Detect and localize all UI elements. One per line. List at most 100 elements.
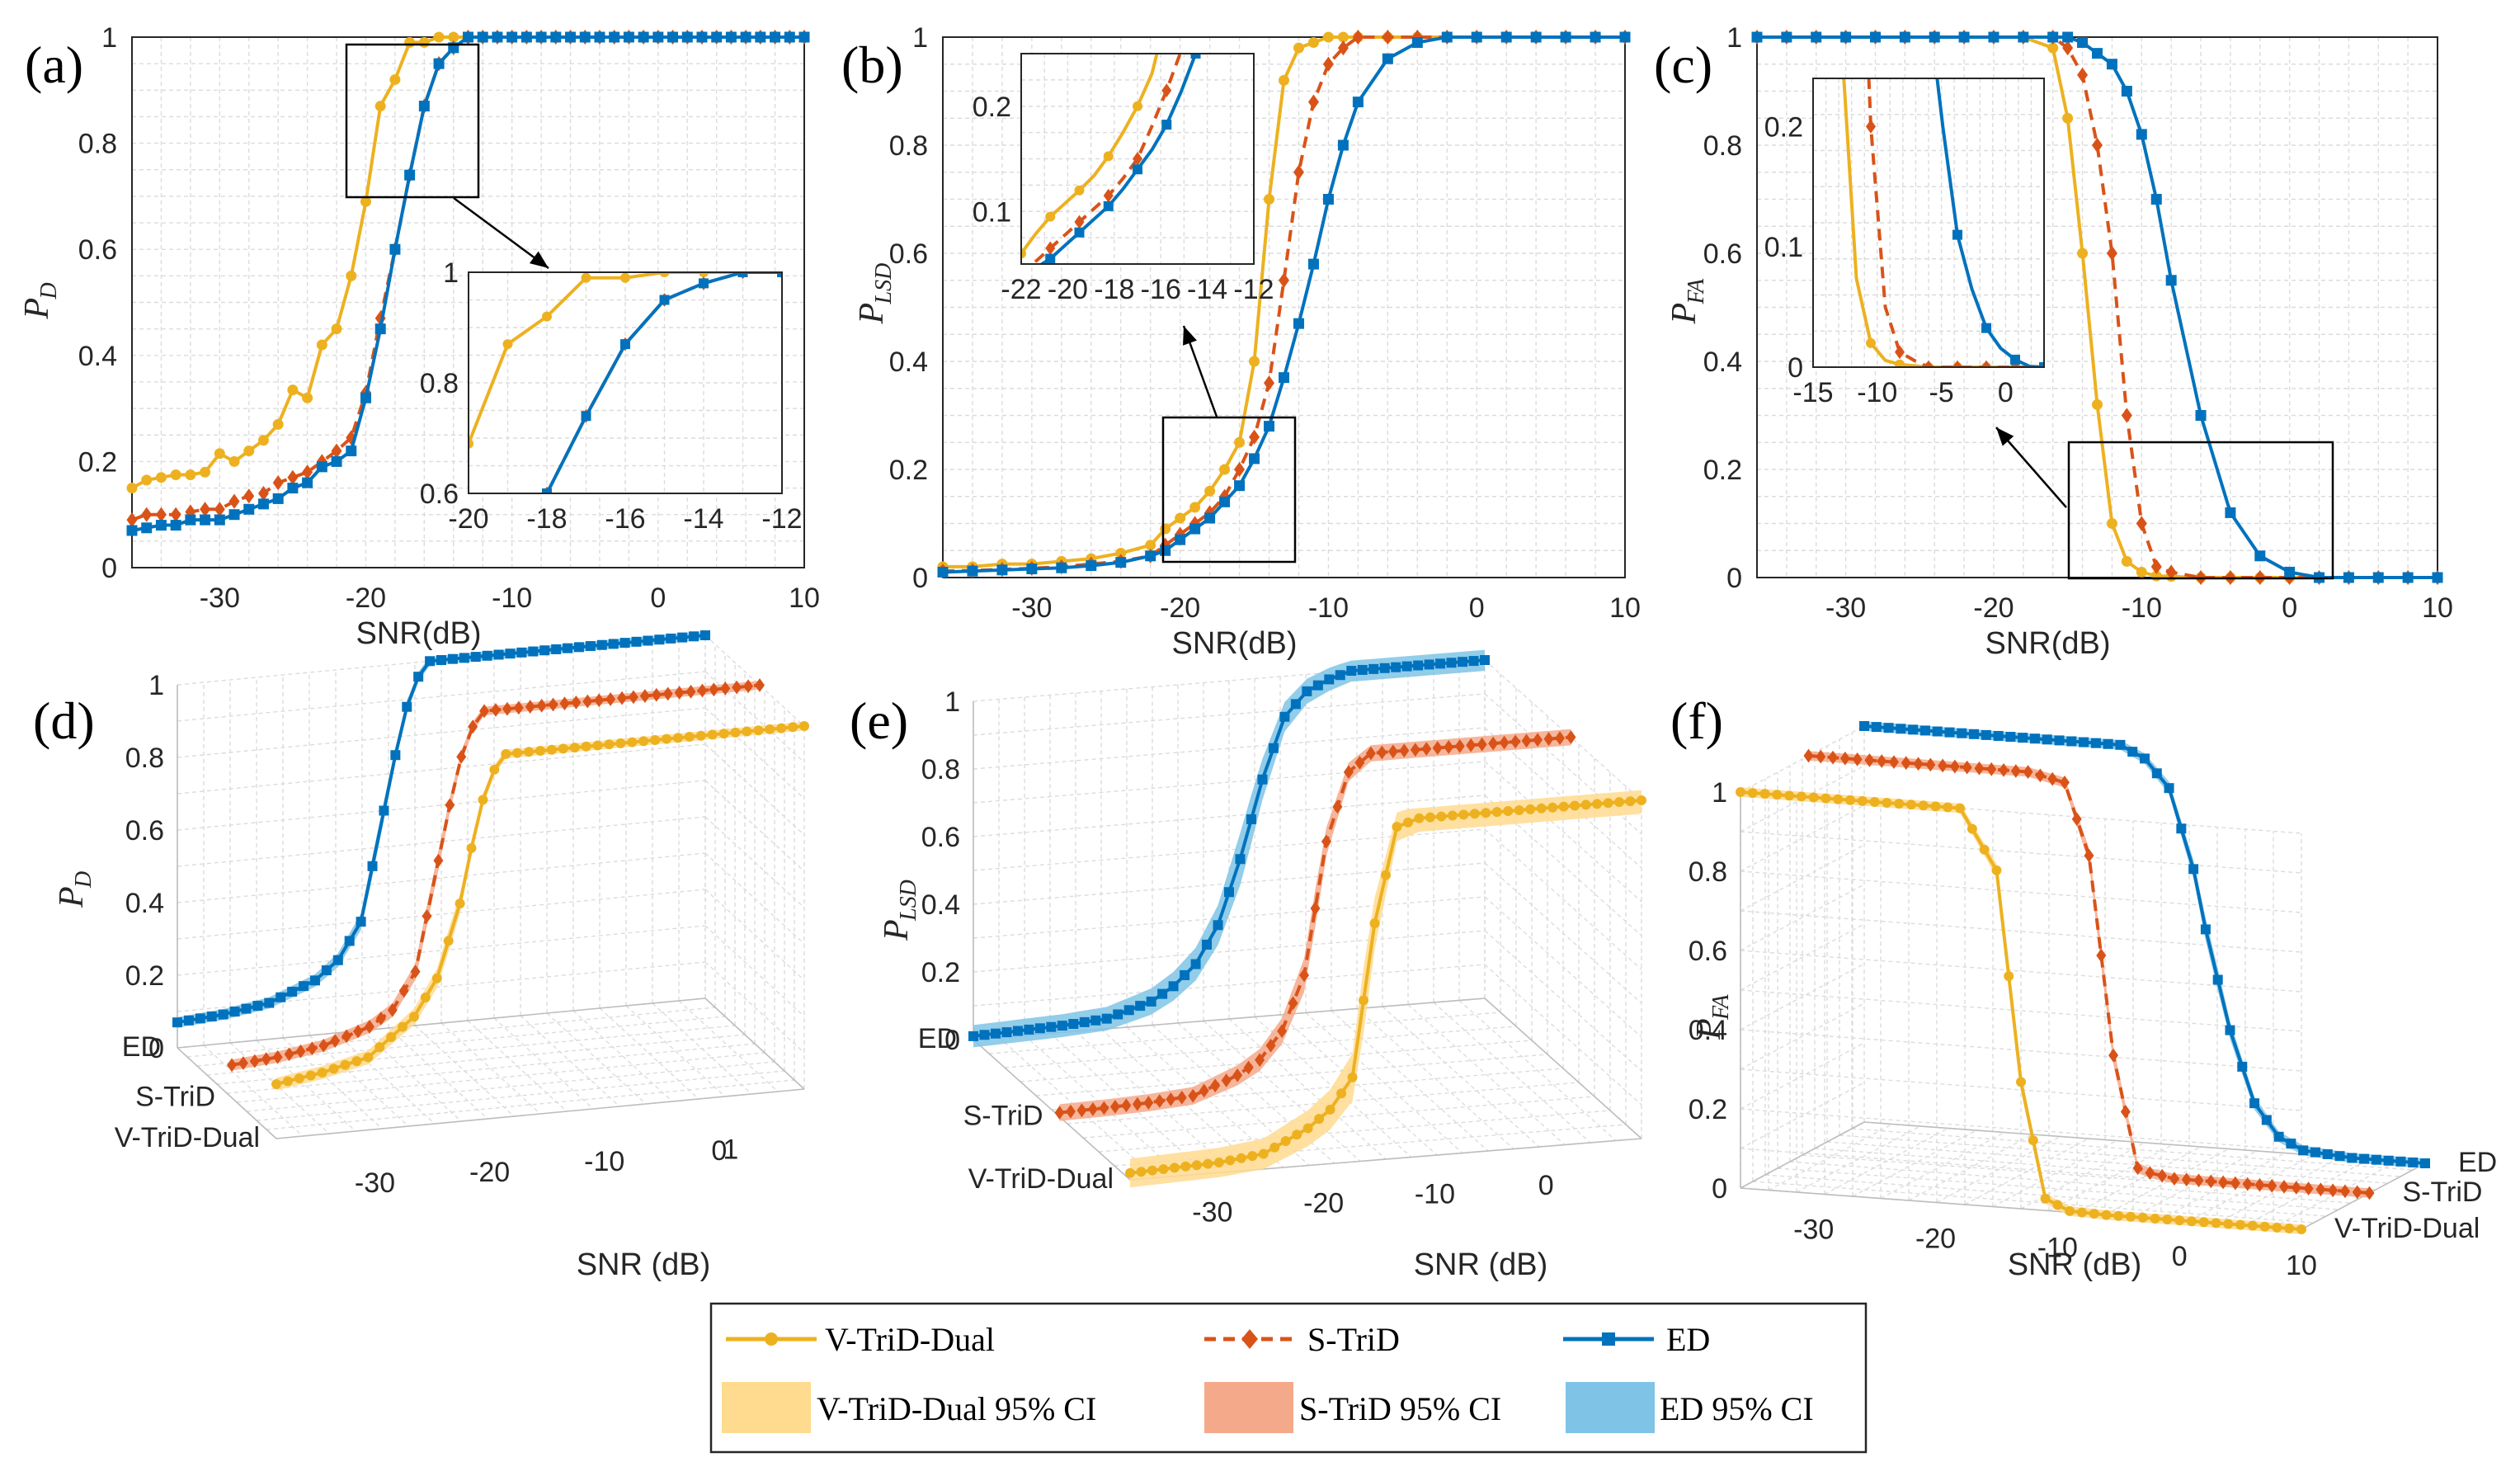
- data-point-strid: [1307, 94, 1319, 110]
- data-point-ed: [2261, 1115, 2272, 1125]
- data-point-ed: [711, 31, 723, 43]
- data-point-ed: [2395, 1156, 2406, 1167]
- data-point-vtrid: [1136, 1167, 1147, 1177]
- data-point-vtrid: [185, 469, 196, 480]
- data-point-vtrid: [374, 1042, 385, 1053]
- data-point-ed: [272, 493, 284, 504]
- side-wall-grid-h: [704, 925, 805, 1017]
- data-point-strid: [1352, 29, 1364, 45]
- data-point-strid: [1321, 834, 1331, 849]
- data-point-vtrid: [331, 323, 342, 335]
- floor-grid-t: [1880, 1131, 2005, 1200]
- y-tick-label: 1: [101, 22, 117, 54]
- data-point-ed: [379, 805, 389, 816]
- data-point-vtrid: [1213, 1158, 1224, 1168]
- data-point-strid: [364, 1020, 374, 1034]
- data-point-strid: [1974, 761, 1985, 776]
- data-point-ed: [1160, 545, 1171, 556]
- back-wall-grid-h: [177, 961, 706, 1012]
- inset-x-tick-label: -18: [526, 503, 567, 535]
- data-point-ed: [551, 644, 562, 654]
- data-point-strid: [2165, 564, 2177, 580]
- data-point-ed: [1322, 194, 1334, 205]
- data-point-strid: [513, 700, 524, 715]
- inset-series: [469, 272, 782, 493]
- floor-grid-t: [203, 1045, 304, 1137]
- data-point-ed: [1180, 969, 1190, 980]
- panel-e-chart: 0 0.2 0.4 0.6 0.8 1 ED S-TriD V-TriD-Dual -30 -20 -…: [878, 649, 1646, 1282]
- data-point-vtrid: [627, 737, 638, 748]
- side-wall-grid-h: [1740, 1042, 1865, 1110]
- inset-data-point-strid: [1981, 360, 1991, 367]
- data-point-strid: [639, 689, 650, 703]
- data-point-vtrid: [1425, 812, 1435, 823]
- data-point-strid: [1949, 759, 1960, 774]
- data-point-strid: [720, 681, 731, 696]
- floor-grid-t: [1768, 1123, 1893, 1191]
- data-point-vtrid: [2223, 1219, 2234, 1229]
- data-point-ed: [276, 992, 286, 1002]
- back-wall-grid-h: [177, 671, 706, 722]
- data-point-strid: [2062, 40, 2074, 56]
- data-point-ed: [1859, 721, 1869, 731]
- data-point-vtrid: [535, 746, 545, 756]
- data-point-vtrid: [1833, 794, 1844, 804]
- data-point-strid: [2352, 1185, 2362, 1200]
- data-point-strid: [257, 485, 269, 502]
- data-point-ed: [2042, 734, 2052, 745]
- data-point-strid: [1432, 741, 1443, 755]
- data-point-ed: [418, 101, 430, 112]
- data-point-strid: [2096, 948, 2107, 963]
- y-tick-label: 0.8: [78, 129, 117, 160]
- data-point-vtrid: [1175, 512, 1186, 524]
- data-point-vtrid: [799, 721, 809, 731]
- data-point-ed: [141, 522, 153, 534]
- data-point-vtrid: [2235, 1219, 2246, 1230]
- side-wall-grid-h: [1484, 896, 1642, 1038]
- data-point-vtrid: [282, 1076, 293, 1087]
- data-point-strid: [1399, 743, 1410, 758]
- inset-data-point-ed: [1190, 54, 1201, 59]
- back-wall-grid-h: [177, 889, 706, 940]
- data-point-strid: [1322, 56, 1334, 72]
- panel-c-label: (c): [1654, 35, 1712, 94]
- data-point-ed: [1324, 674, 1335, 685]
- data-point-vtrid: [1292, 1130, 1302, 1140]
- data-point-strid: [228, 493, 240, 509]
- z-tick-label: 1: [944, 686, 960, 718]
- data-point-ed: [1480, 655, 1490, 665]
- data-point-ed: [1115, 557, 1127, 568]
- inset-data-point-ed: [1924, 2, 1934, 12]
- data-point-vtrid: [2062, 112, 2074, 124]
- data-point-vtrid: [404, 36, 416, 48]
- data-point-ed: [937, 566, 949, 578]
- data-point-strid: [1365, 746, 1376, 761]
- data-point-strid: [1454, 738, 1465, 753]
- data-point-strid: [1221, 1073, 1232, 1087]
- data-point-ed: [2322, 1148, 2333, 1159]
- data-point-vtrid: [1402, 817, 1413, 828]
- legend-marker-vtrid: [765, 1332, 778, 1346]
- data-point-strid: [433, 853, 444, 868]
- data-point-ed: [1235, 854, 1246, 865]
- ci-band-vtrid: [1130, 790, 1642, 1188]
- data-point-ed: [2334, 1151, 2345, 1162]
- data-point-strid: [170, 507, 181, 522]
- y-tick-label: 1: [1726, 22, 1742, 54]
- data-point-ed: [2212, 974, 2223, 985]
- y-axis-label-sub: D: [36, 282, 62, 299]
- data-point-ed: [573, 642, 584, 653]
- data-point-strid: [1232, 1068, 1243, 1082]
- back-wall-grid-h: [973, 659, 1486, 702]
- data-point-vtrid: [257, 435, 269, 446]
- inset-data-point-ed: [2010, 354, 2020, 365]
- data-point-vtrid: [1772, 790, 1783, 800]
- data-point-strid: [2120, 1105, 2131, 1119]
- data-point-ed: [535, 31, 547, 43]
- data-point-strid: [2364, 1186, 2375, 1200]
- inset-data-point-strid: [1952, 360, 1962, 367]
- y-axis-label-main: P: [53, 886, 91, 908]
- data-point-vtrid: [615, 738, 626, 748]
- series-axis-label: V-TriD-Dual: [2334, 1213, 2480, 1244]
